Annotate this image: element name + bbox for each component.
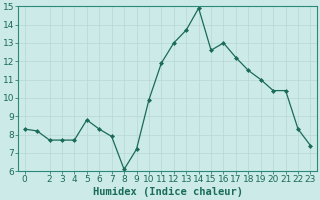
X-axis label: Humidex (Indice chaleur): Humidex (Indice chaleur) <box>92 187 243 197</box>
